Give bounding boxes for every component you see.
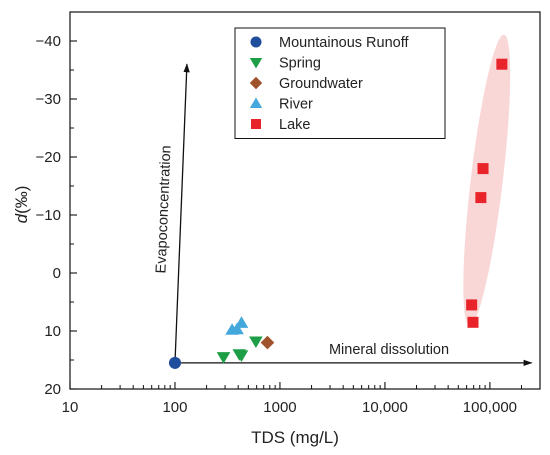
x-axis-label: TDS (mg/L) — [251, 428, 339, 447]
legend-marker — [249, 76, 263, 90]
legend-item-river: River — [249, 97, 313, 113]
y-tick-label: −40 — [36, 33, 61, 50]
series-lake — [466, 58, 508, 328]
y-tick-label: 20 — [44, 381, 61, 398]
y-tick-label: 0 — [53, 265, 61, 282]
legend-label: Mountainous Runoff — [279, 35, 409, 51]
y-axis: −40 −30 −20 −10 0 10 20 — [36, 11, 77, 398]
data-point — [475, 192, 487, 204]
data-point — [467, 316, 479, 328]
x-tick-label: 100,000 — [463, 399, 517, 416]
mineral-dissolution-label: Mineral dissolution — [329, 342, 449, 358]
data-point — [216, 352, 231, 364]
series-groundwater — [260, 335, 275, 350]
x-tick-label: 10 — [62, 399, 79, 416]
legend-item-lake: Lake — [251, 117, 310, 133]
data-point — [249, 336, 263, 349]
legend-marker — [249, 58, 263, 69]
lake-ellipse — [463, 34, 511, 326]
y-axis-label-unit: (‰) — [12, 186, 31, 214]
legend-item-spring: Spring — [249, 56, 321, 72]
mineral-dissolution-arrow: Mineral dissolution — [174, 342, 533, 367]
series-river — [225, 316, 249, 335]
legend-label: Groundwater — [279, 76, 363, 92]
y-axis-label: d(‰) — [12, 186, 31, 224]
x-axis: 10 100 1000 10,000 100,000 — [62, 382, 541, 416]
data-point — [230, 322, 244, 335]
data-point — [168, 356, 182, 369]
data-point — [466, 299, 478, 311]
x-tick-label: 10,000 — [362, 399, 408, 416]
data-point — [477, 163, 489, 175]
legend-marker — [249, 97, 263, 108]
series-mountainous-runoff — [168, 356, 182, 369]
legend-marker — [251, 119, 261, 129]
legend-item-groundwater: Groundwater — [249, 76, 363, 92]
x-tick-label: 1000 — [263, 399, 296, 416]
legend-item-mountainous-runoff: Mountainous Runoff — [250, 35, 409, 51]
data-point — [260, 335, 275, 350]
data-point — [234, 316, 249, 328]
evapoconcentration-arrow: Evapoconcentration — [153, 63, 190, 363]
evapoconcentration-label: Evapoconcentration — [153, 145, 174, 274]
legend-marker — [250, 36, 262, 48]
y-tick-label: −20 — [36, 149, 61, 166]
x-tick-label: 100 — [162, 399, 187, 416]
plot-frame — [69, 11, 541, 390]
y-tick-label: 10 — [44, 323, 61, 340]
legend-label: Lake — [279, 117, 310, 133]
legend-label: River — [279, 97, 313, 113]
y-tick-label: −30 — [36, 91, 61, 108]
legend-box — [234, 27, 446, 139]
series-spring — [216, 336, 263, 364]
y-axis-label-symbol: d — [12, 213, 31, 223]
y-tick-label: −10 — [36, 207, 61, 224]
legend-label: Spring — [279, 56, 321, 72]
arrow-line — [174, 63, 190, 363]
data-point — [234, 350, 249, 362]
data-point — [496, 58, 508, 70]
legend: Mountainous Runoff Spring Groundwater River… — [234, 27, 446, 139]
